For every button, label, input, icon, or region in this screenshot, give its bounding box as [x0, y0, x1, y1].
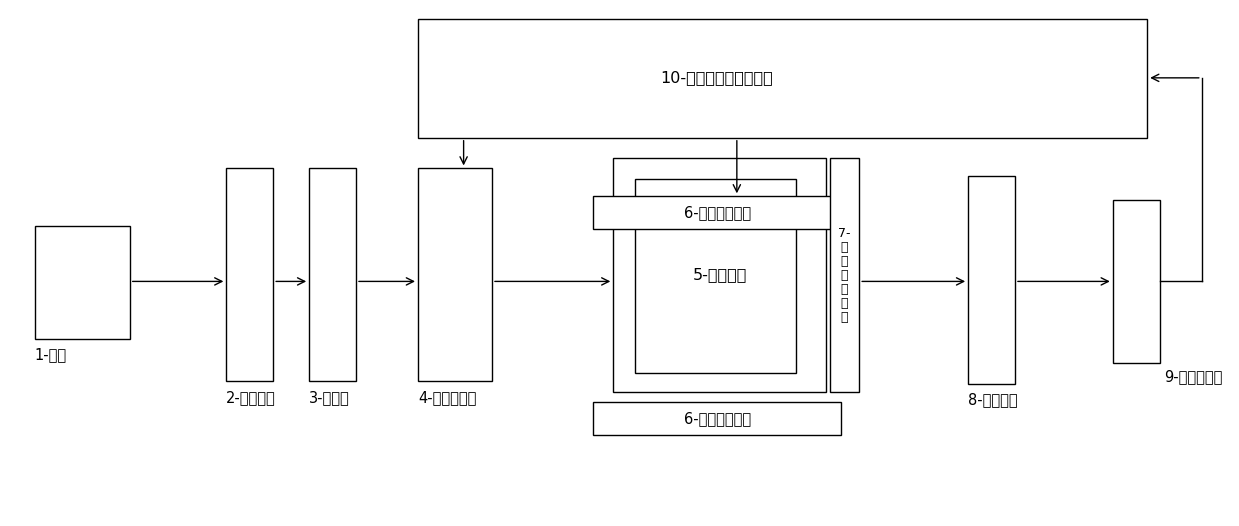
Bar	[593, 196, 841, 229]
Text: 1-光源: 1-光源	[35, 347, 67, 362]
Bar	[636, 179, 797, 373]
Text: 4-偏振旋转器: 4-偏振旋转器	[418, 390, 476, 406]
Bar	[418, 168, 492, 381]
Text: 8-聚焦透镜: 8-聚焦透镜	[968, 392, 1017, 407]
Bar	[593, 402, 841, 435]
Text: 6-第一射频线圈: 6-第一射频线圈	[684, 411, 751, 426]
Bar	[227, 168, 274, 381]
Text: 7-
第
二
射
频
线
圈: 7- 第 二 射 频 线 圈	[838, 227, 851, 323]
Bar	[830, 158, 859, 392]
Bar	[968, 176, 1015, 384]
Text: 6-第一射频线圈: 6-第一射频线圈	[684, 205, 751, 220]
Bar	[613, 158, 826, 392]
Bar	[35, 226, 130, 339]
Text: 2-准直系统: 2-准直系统	[227, 390, 276, 406]
Text: 9-光电探测器: 9-光电探测器	[1165, 369, 1223, 385]
Text: 5-原子气室: 5-原子气室	[693, 268, 747, 282]
Bar	[418, 19, 1147, 138]
Bar	[309, 168, 356, 381]
Bar	[1113, 200, 1160, 363]
Text: 3-衰减片: 3-衰减片	[309, 390, 349, 406]
Text: 10-信号检测与控制电路: 10-信号检测与控制电路	[660, 70, 773, 85]
